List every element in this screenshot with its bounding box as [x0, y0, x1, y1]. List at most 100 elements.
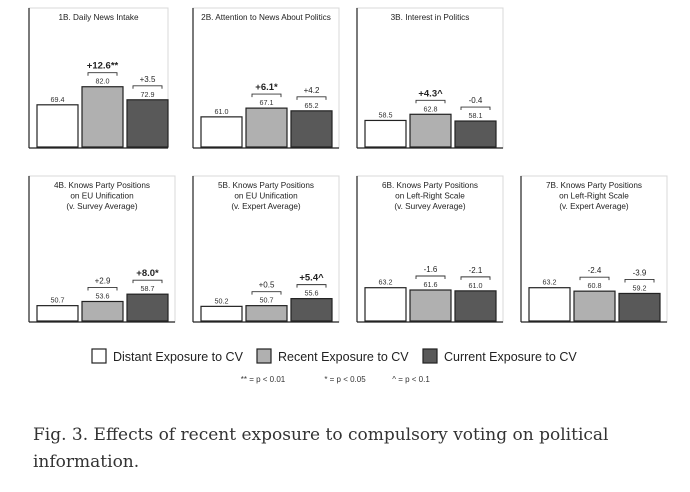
bar — [528, 287, 571, 322]
legend: Distant Exposure to CV Recent Exposure to… — [91, 348, 577, 384]
panel-title: 1B. Daily News Intake — [58, 13, 139, 22]
legend-swatch — [422, 348, 438, 364]
panel-title: 6B. Knows Party Positions — [382, 181, 478, 190]
bar — [36, 305, 79, 322]
legend-swatch — [256, 348, 272, 364]
legend-swatch — [91, 348, 107, 364]
bar-value-label: 55.6 — [305, 289, 319, 298]
significance-note: ** = p < 0.01 — [241, 375, 286, 384]
panel-title: on Left-Right Scale — [559, 192, 629, 201]
bar — [81, 86, 124, 148]
diff-label: +8.0* — [136, 268, 159, 279]
diff-label: +6.1* — [255, 82, 278, 93]
bar — [200, 116, 243, 148]
panel-5: 5B. Knows Party Positions on EU Unificati… — [192, 175, 340, 323]
diff-bracket — [87, 287, 118, 291]
diff-label: -1.6 — [424, 265, 438, 274]
bar-value-label: 58.1 — [469, 111, 483, 120]
legend-label: Distant Exposure to CV — [113, 350, 244, 364]
panel-title: (v. Survey Average) — [66, 202, 137, 211]
bar — [618, 292, 661, 322]
bar — [81, 300, 124, 322]
diff-label: +4.2 — [304, 86, 320, 95]
bar-value-label: 61.0 — [469, 281, 483, 290]
panel-title: 2B. Attention to News About Politics — [201, 13, 331, 22]
panel-2: 2B. Attention to News About Politics 61.0… — [192, 7, 340, 149]
bar — [364, 287, 407, 322]
panel-4: 4B. Knows Party Positions on EU Unificati… — [28, 175, 176, 323]
bar-value-label: 58.7 — [141, 284, 155, 293]
panel-title: on EU Unification — [234, 192, 298, 201]
diff-bracket — [251, 93, 282, 98]
bar-value-label: 69.4 — [51, 95, 65, 104]
bar-value-label: 62.8 — [424, 104, 438, 113]
diff-label: -2.1 — [469, 266, 483, 275]
bar — [290, 110, 333, 148]
figure-caption: Fig. 3. Effects of recent exposure to co… — [33, 425, 609, 472]
bar — [409, 113, 452, 148]
bar — [364, 119, 407, 148]
diff-bracket — [251, 291, 282, 295]
diff-label: +4.3^ — [418, 88, 443, 99]
bar-value-label: 50.7 — [51, 296, 65, 305]
bar-value-label: 82.0 — [96, 77, 110, 86]
panel-title: (v. Survey Average) — [394, 202, 465, 211]
diff-bracket — [296, 96, 327, 100]
diff-bracket — [460, 276, 491, 280]
bar — [126, 293, 169, 322]
bar — [409, 289, 452, 322]
bar-value-label: 67.1 — [260, 98, 274, 107]
diff-label: +12.6** — [87, 61, 119, 72]
bar — [245, 107, 288, 148]
diff-bracket — [132, 85, 163, 89]
bar — [573, 290, 616, 322]
panel-title: on Left-Right Scale — [395, 192, 465, 201]
diff-label: +5.4^ — [299, 273, 324, 284]
diff-label: -2.4 — [588, 266, 602, 275]
figure-panels: 1B. Daily News Intake 69.4 82.0 72.9 +12.6**… — [28, 7, 668, 384]
bar-value-label: 60.8 — [588, 281, 602, 290]
panel-3: 3B. Interest in Politics 58.5 62.8 58.1 +4.3… — [356, 7, 504, 149]
panel-title: (v. Expert Average) — [559, 202, 629, 211]
bar-value-label: 53.6 — [96, 291, 110, 300]
diff-bracket — [87, 72, 118, 76]
bar — [454, 290, 497, 322]
diff-bracket — [460, 106, 491, 111]
panel-title: 5B. Knows Party Positions — [218, 181, 314, 190]
diff-bracket — [415, 275, 446, 280]
bar — [245, 305, 288, 322]
legend-label: Current Exposure to CV — [444, 350, 577, 364]
panel-title: (v. Expert Average) — [231, 202, 301, 211]
panel-6: 6B. Knows Party Positions on Left-Right S… — [356, 175, 504, 323]
bar — [36, 104, 79, 148]
significance-note: * = p < 0.05 — [324, 375, 366, 384]
bar-value-label: 65.2 — [305, 101, 319, 110]
diff-bracket — [624, 278, 655, 283]
legend-label: Recent Exposure to CV — [278, 350, 409, 364]
bar-value-label: 72.9 — [141, 90, 155, 99]
panel-7: 7B. Knows Party Positions on Left-Right S… — [520, 175, 668, 323]
panel-frame — [28, 175, 176, 323]
diff-bracket — [579, 276, 610, 281]
bar-value-label: 63.2 — [379, 278, 393, 287]
bar — [200, 305, 243, 322]
panel-title: 4B. Knows Party Positions — [54, 181, 150, 190]
panel-1: 1B. Daily News Intake 69.4 82.0 72.9 +12.6**… — [28, 7, 169, 149]
panel-title: on EU Unification — [70, 192, 134, 201]
diff-bracket — [415, 99, 446, 104]
significance-note: ^ = p < 0.1 — [392, 375, 430, 384]
bar-value-label: 50.2 — [215, 296, 229, 305]
diff-label: -3.9 — [633, 268, 647, 277]
bar-value-label: 61.6 — [424, 280, 438, 289]
bar-value-label: 61.0 — [215, 107, 229, 116]
diff-label: +2.9 — [95, 276, 111, 285]
panel-title: 3B. Interest in Politics — [391, 13, 470, 22]
diff-label: +0.5 — [259, 281, 275, 290]
panel-title: 7B. Knows Party Positions — [546, 181, 642, 190]
bar — [126, 99, 169, 148]
diff-label: -0.4 — [469, 96, 483, 105]
panel-frame — [192, 175, 340, 323]
diff-bracket — [132, 279, 163, 284]
diff-bracket — [296, 284, 327, 288]
bar-value-label: 50.7 — [260, 296, 274, 305]
